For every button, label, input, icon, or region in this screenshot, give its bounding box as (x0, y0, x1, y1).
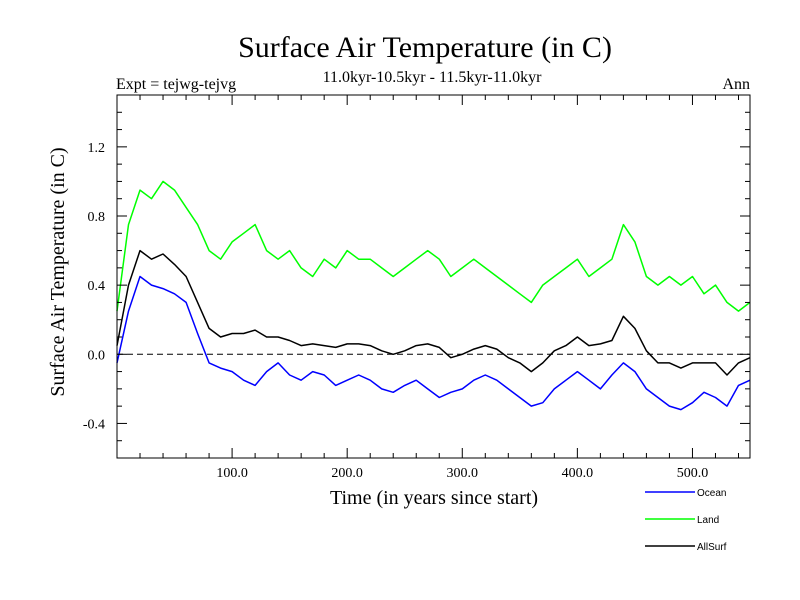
chart-subtitle: 11.0kyr-10.5kyr - 11.5kyr-11.0kyr (323, 69, 543, 86)
y-axis-title: Surface Air Temperature (in C) (47, 147, 69, 396)
chart-title: Surface Air Temperature (in C) (238, 31, 612, 64)
expt-label: Expt = tejwg-tejvg (116, 76, 236, 93)
x-axis-title: Time (in years since start) (330, 487, 538, 509)
y-tick-label: 0.0 (88, 348, 106, 363)
legend-label-ocean: Ocean (697, 488, 726, 499)
x-tick-label: 200.0 (331, 466, 363, 481)
series-line-land (116, 180, 751, 312)
series-line-ocean (116, 275, 751, 411)
legend-label-land: Land (697, 515, 719, 526)
series-line-allsurf (116, 249, 751, 376)
x-tick-label: 400.0 (562, 466, 594, 481)
season-label: Ann (722, 76, 750, 93)
y-tick-label: 0.8 (88, 210, 106, 225)
series-group (116, 180, 751, 411)
y-tick-label: 1.2 (88, 141, 106, 156)
x-tick-label: 500.0 (677, 466, 709, 481)
plot-frame (116, 94, 751, 459)
legend: Ocean Land AllSurf (645, 488, 727, 553)
x-tick-label: 100.0 (216, 466, 248, 481)
tick-labels-group: 100.0 200.0 300.0 400.0 500.0 -0.4 0.0 0.4 0.8 1.… (83, 141, 708, 481)
x-tick-label: 300.0 (447, 466, 479, 481)
legend-label-allsurf: AllSurf (697, 542, 727, 553)
ticks-group (117, 95, 750, 458)
y-tick-label: -0.4 (83, 417, 105, 432)
y-tick-label: 0.4 (88, 279, 106, 294)
